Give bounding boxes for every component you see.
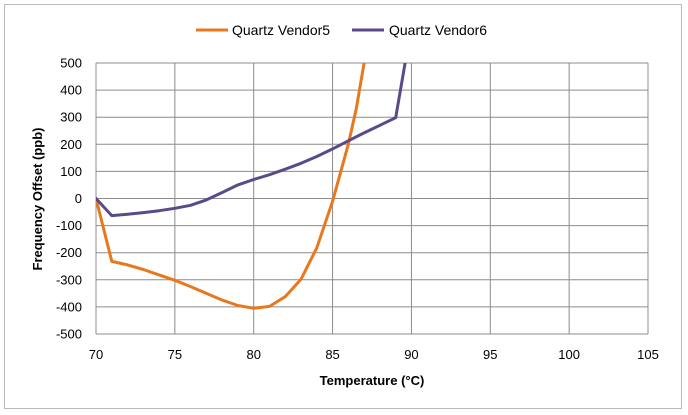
y-tick-label: 200 [60, 137, 82, 152]
x-tick-label: 105 [637, 347, 659, 362]
series-line-2 [96, 63, 407, 218]
y-tick-label: -400 [56, 299, 82, 314]
x-tick-label: 100 [558, 347, 580, 362]
x-axis-title: Temperature (°C) [320, 373, 425, 388]
y-tick-label: -300 [56, 272, 82, 287]
y-axis-title: Frequency Offset (ppb) [30, 127, 45, 270]
legend: Quartz Vendor5 Quartz Vendor6 [196, 22, 487, 38]
grid-lines [95, 62, 649, 335]
x-tick-label: 90 [404, 347, 418, 362]
legend-label-1: Quartz Vendor5 [232, 22, 330, 38]
y-tick-label: -200 [56, 245, 82, 260]
y-tick-label: -100 [56, 218, 82, 233]
x-tick-labels: 70 75 80 85 90 95 100 105 [89, 347, 659, 362]
x-tick-label: 85 [325, 347, 339, 362]
series-lines [96, 63, 407, 310]
x-tick-label: 75 [168, 347, 182, 362]
x-tick-label: 80 [246, 347, 260, 362]
y-tick-label: 400 [60, 83, 82, 98]
x-tick-label: 70 [89, 347, 103, 362]
y-tick-label: 300 [60, 110, 82, 125]
y-tick-label: -500 [56, 327, 82, 342]
y-tick-label: 100 [60, 164, 82, 179]
legend-label-2: Quartz Vendor6 [389, 22, 487, 38]
y-tick-label: 500 [60, 56, 82, 71]
y-tick-labels: 500 400 300 200 100 0 -100 -200 -300 -400 -500 [56, 56, 82, 342]
x-tick-label: 95 [483, 347, 497, 362]
y-tick-label: 0 [75, 191, 82, 206]
series-line-1 [96, 63, 366, 310]
